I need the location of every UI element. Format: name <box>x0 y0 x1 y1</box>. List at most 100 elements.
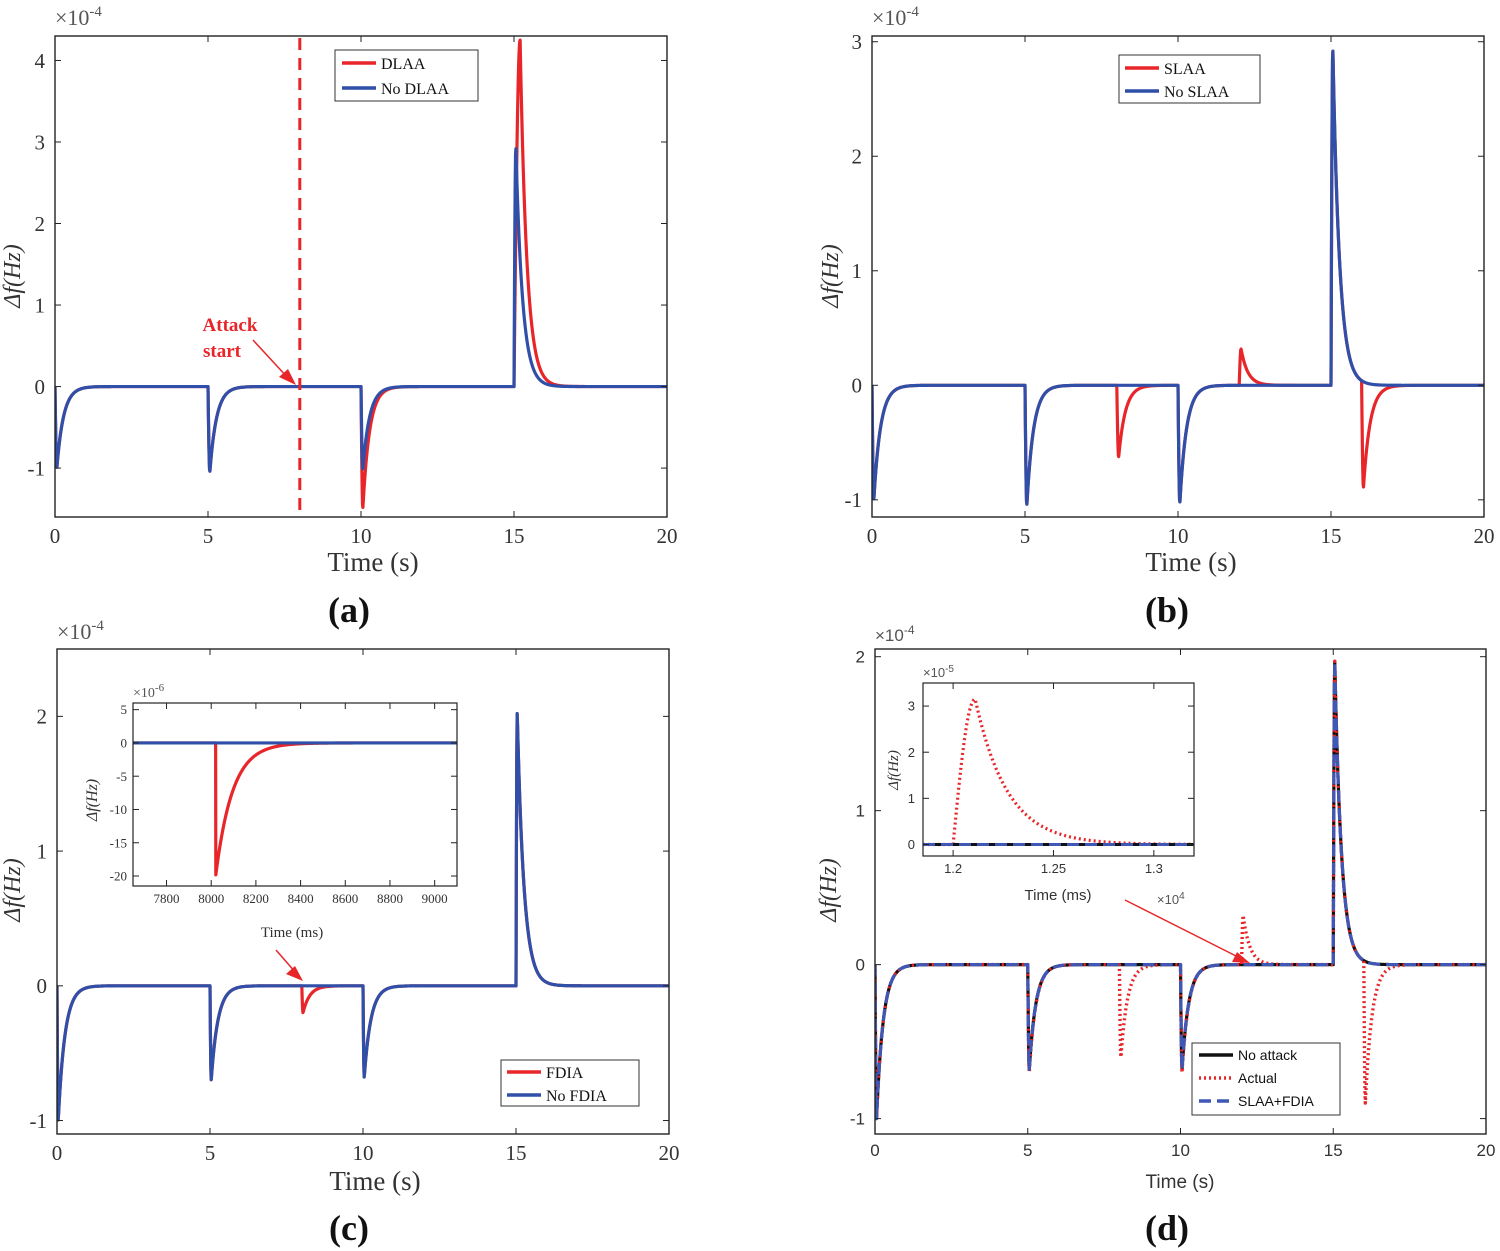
x-tick-label: 15 <box>506 1141 527 1165</box>
x-tick-label: 8200 <box>243 891 269 906</box>
y-tick-label: 3 <box>35 130 46 154</box>
panel-a: 0 5 10 15 20 -1 0 1 2 3 4 ×10-4 Time (s) Δf(Hz) (a… <box>0 4 678 630</box>
y-tick-label: 0 <box>37 974 48 998</box>
x-tick-label: 0 <box>52 1141 63 1165</box>
panel-a-ticks: 0 5 10 15 20 -1 0 1 2 3 4 <box>28 36 678 548</box>
panel-c-series <box>57 712 669 1122</box>
panel-d-legend-label-1: Actual <box>1238 1070 1277 1086</box>
panel-d-inset-x-exponent: ×104 <box>1157 891 1185 907</box>
panel-d-inset-series <box>923 697 1194 847</box>
panel-c-xlabel: Time (s) <box>329 1166 420 1196</box>
panel-d-legend-label-2: SLAA+FDIA <box>1238 1093 1315 1109</box>
panel-d-series <box>875 659 1486 1121</box>
panel-d-inset-exponent: ×10-5 <box>923 664 954 680</box>
y-tick-label: 0 <box>852 374 863 398</box>
x-tick-label: 5 <box>203 524 214 548</box>
x-tick-label: 8800 <box>377 891 403 906</box>
panel-a-caption: (a) <box>328 590 370 630</box>
panel-d-inset: 1.2 1.25 1.3 0 1 2 3 ×10-5 ×104 Time (ms) Δf(H… <box>886 664 1195 907</box>
panel-a-series <box>55 38 667 510</box>
x-tick-label: 8000 <box>198 891 224 906</box>
x-tick-label: 0 <box>867 524 878 548</box>
panel-d-inset-pointer-head <box>1232 952 1250 963</box>
y-tick-label: 1 <box>37 839 48 863</box>
panel-b-legend-label-1: No SLAA <box>1164 84 1230 101</box>
panel-c-legend-label-0: FDIA <box>546 1065 584 1082</box>
panel-a-xlabel: Time (s) <box>327 547 418 577</box>
y-tick-label: -15 <box>110 835 127 850</box>
y-tick-label: 1 <box>908 791 915 806</box>
y-tick-label: 5 <box>121 702 128 717</box>
y-tick-label: -5 <box>116 769 127 784</box>
y-tick-label: -1 <box>28 456 46 480</box>
x-tick-label: 0 <box>870 1141 879 1160</box>
series-line-no-dlaa <box>55 147 667 473</box>
y-tick-label: -1 <box>850 1110 865 1129</box>
panel-a-legend-box <box>334 49 479 102</box>
x-tick-label: 15 <box>504 524 525 548</box>
x-tick-label: 20 <box>657 524 678 548</box>
panel-a-ylabel: Δf(Hz) <box>0 244 26 308</box>
panel-d-legend-label-0: No attack <box>1238 1047 1298 1063</box>
panel-d-inset-ylabel: Δf(Hz) <box>886 750 902 791</box>
panel-c-inset-xlabel: Time (ms) <box>261 925 323 941</box>
panel-c-ylabel: Δf(Hz) <box>0 858 26 922</box>
x-tick-label: 20 <box>1474 524 1495 548</box>
panel-b-legend: SLAA No SLAA <box>1118 54 1261 104</box>
attack-annotation-arrow <box>252 339 289 379</box>
panel-b-xlabel: Time (s) <box>1145 547 1236 577</box>
panel-d-legend: No attack Actual SLAA+FDIA <box>1191 1042 1341 1116</box>
x-tick-label: 5 <box>1020 524 1031 548</box>
y-tick-label: 2 <box>37 705 48 729</box>
y-tick-label: 2 <box>856 648 865 667</box>
panel-d-inset-xlabel: Time (ms) <box>1025 887 1092 904</box>
y-tick-label: 2 <box>35 212 46 236</box>
panel-c-legend-box <box>500 1059 640 1107</box>
x-tick-label: 20 <box>1477 1141 1496 1160</box>
panel-c-inset-axes-box <box>132 702 458 887</box>
panel-c-legend-label-1: No FDIA <box>546 1088 607 1105</box>
y-tick-label: -20 <box>110 869 127 884</box>
x-tick-label: 1.2 <box>944 861 962 876</box>
panel-c-exponent: ×10-4 <box>57 618 104 644</box>
x-tick-label: 10 <box>353 1141 374 1165</box>
x-tick-label: 1.3 <box>1145 861 1163 876</box>
x-tick-label: 1.25 <box>1041 861 1066 876</box>
panel-d-inset-background <box>923 683 1194 856</box>
panel-c-inset-exponent: ×10-6 <box>133 682 165 701</box>
panel-c-inset: 7800 8000 8200 8400 8600 8800 9000 5 0 -5 -10 -15 -2… <box>84 682 458 941</box>
panel-c-ticks: 0 5 10 15 20 -10 1 2 <box>30 649 680 1165</box>
panel-c-legend: FDIA No FDIA <box>500 1059 640 1107</box>
panel-c-caption: (c) <box>329 1208 369 1248</box>
panel-d-ylabel: Δf(Hz) <box>816 858 842 922</box>
y-tick-label: 2 <box>908 745 915 760</box>
panel-a-legend: DLAA No DLAA <box>334 49 479 102</box>
panel-c-inset-background <box>133 703 457 886</box>
x-tick-label: 7800 <box>154 891 180 906</box>
panel-b-exponent: ×10-4 <box>872 4 919 30</box>
x-tick-label: 15 <box>1321 524 1342 548</box>
panel-b-legend-box <box>1118 54 1261 104</box>
panel-b-ylabel: Δf(Hz) <box>818 244 844 308</box>
panel-d-inset-ticks: 1.2 1.25 1.3 0 1 2 3 <box>908 683 1194 876</box>
series-line-no-fdia <box>57 712 669 1122</box>
panel-c-inset-ticks: 7800 8000 8200 8400 8600 8800 9000 5 0 -5 -10 -15 -2… <box>110 702 457 906</box>
y-tick-label: 1 <box>35 293 46 317</box>
x-tick-label: 15 <box>1324 1141 1343 1160</box>
y-tick-label: 0 <box>35 375 46 399</box>
panel-c-inset-series <box>133 741 457 877</box>
y-tick-label: 0 <box>121 735 128 750</box>
y-tick-label: 1 <box>852 259 863 283</box>
panel-b-caption: (b) <box>1145 590 1189 630</box>
y-tick-label: -10 <box>110 802 127 817</box>
x-tick-label: 20 <box>659 1141 680 1165</box>
y-tick-label: 3 <box>908 699 915 714</box>
panel-a-legend-label-0: DLAA <box>381 56 426 73</box>
attack-annotation-arrowhead <box>279 369 296 385</box>
x-tick-label: 10 <box>351 524 372 548</box>
y-tick-label: 4 <box>35 49 46 73</box>
